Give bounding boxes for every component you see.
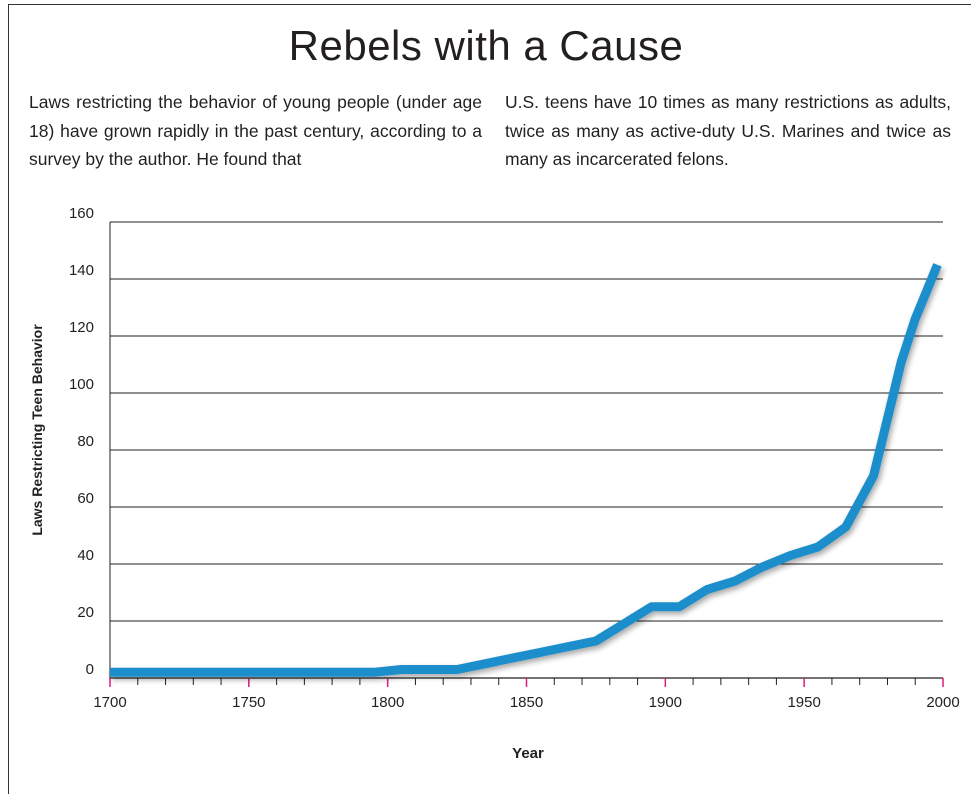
y-tick-label: 120 [69,319,94,336]
x-tick-label: 1950 [787,694,820,711]
y-tick-label: 140 [69,262,94,279]
chart-title: Rebels with a Cause [288,22,684,69]
x-tick-label: 1800 [371,694,404,711]
y-axis-label: Laws Restricting Teen Behavior [29,324,45,536]
intro-text-left: Laws restricting the behavior of young p… [29,92,482,169]
y-tick-label: 0 [86,661,94,678]
y-tick-label: 80 [77,433,94,450]
x-tick-label: 1900 [649,694,682,711]
figure-frame [8,4,971,794]
x-tick-label: 2000 [926,694,959,711]
y-tick-label: 100 [69,376,94,393]
y-tick-label: 160 [69,205,94,222]
x-tick-label: 1850 [510,694,543,711]
x-axis-label: Year [512,745,544,762]
y-tick-label: 20 [77,604,94,621]
x-tick-label: 1750 [232,694,265,711]
y-tick-label: 60 [77,490,94,507]
series-line [110,263,942,677]
x-tick-label: 1700 [93,694,126,711]
intro-text-right: U.S. teens have 10 times as many restric… [505,92,951,169]
y-tick-label: 40 [77,547,94,564]
